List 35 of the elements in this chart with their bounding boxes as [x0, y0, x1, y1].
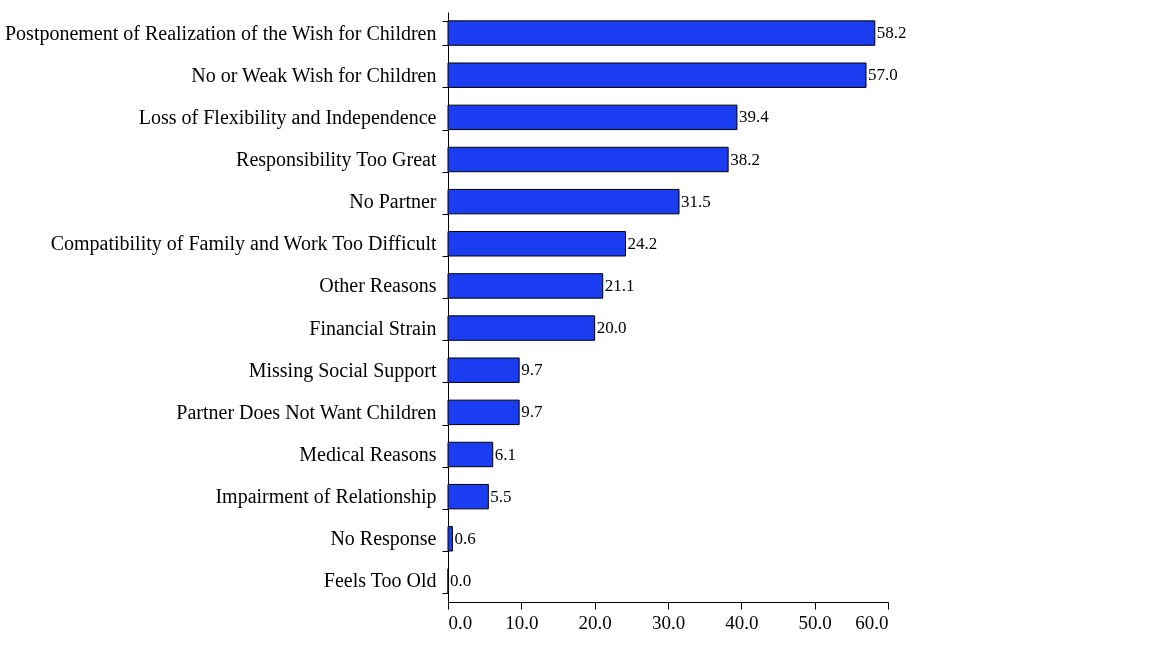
y-tick-label: Partner Does Not Want Children [176, 400, 437, 423]
data-label: 39.4 [738, 107, 770, 127]
y-tick-label: No Partner [349, 190, 437, 213]
data-label: 9.7 [521, 402, 543, 422]
data-label: 21.1 [604, 275, 635, 295]
x-tick-label: 50.0 [798, 611, 832, 633]
x-tick-label: 10.0 [505, 611, 539, 633]
data-label: 20.0 [596, 318, 627, 338]
y-tick-label: Impairment of Relationship [215, 485, 437, 509]
x-tick-label: 40.0 [725, 611, 759, 633]
data-label: 0.0 [450, 570, 472, 590]
y-tick-label: Compatibility of Family and Work Too Difficult [50, 232, 437, 256]
y-tick-label: Responsibility Too Great [236, 148, 437, 171]
data-label: 38.2 [730, 149, 760, 169]
data-label: 9.7 [521, 360, 543, 380]
y-tick-label: Loss of Flexibility and Independence [138, 105, 437, 129]
data-label: 31.5 [681, 191, 711, 211]
x-tick-label: 30.0 [651, 611, 686, 633]
y-tick-label: Other Reasons [319, 274, 437, 297]
y-tick-label: Medical Reasons [299, 443, 437, 465]
data-label: 5.5 [490, 486, 512, 506]
y-tick-label: No Response [330, 527, 437, 551]
y-tick-label: No or Weak Wish for Children [191, 63, 437, 86]
x-tick-label: 0.0 [448, 611, 473, 633]
x-tick-label: 60.0 [855, 611, 889, 633]
data-label: 58.2 [876, 23, 907, 43]
y-tick-label: Feels Too Old [323, 569, 437, 592]
data-label: 57.0 [868, 65, 898, 85]
data-label: 24.2 [627, 233, 658, 253]
y-tick-label: Postponement of Realization of the Wish for Children [4, 21, 437, 45]
data-label: 0.6 [454, 528, 476, 548]
y-tick-label: Missing Social Support [248, 358, 437, 382]
y-tick-label: Financial Strain [309, 316, 437, 339]
x-tick-label: 20.0 [578, 611, 612, 633]
data-label: 6.1 [494, 444, 516, 464]
